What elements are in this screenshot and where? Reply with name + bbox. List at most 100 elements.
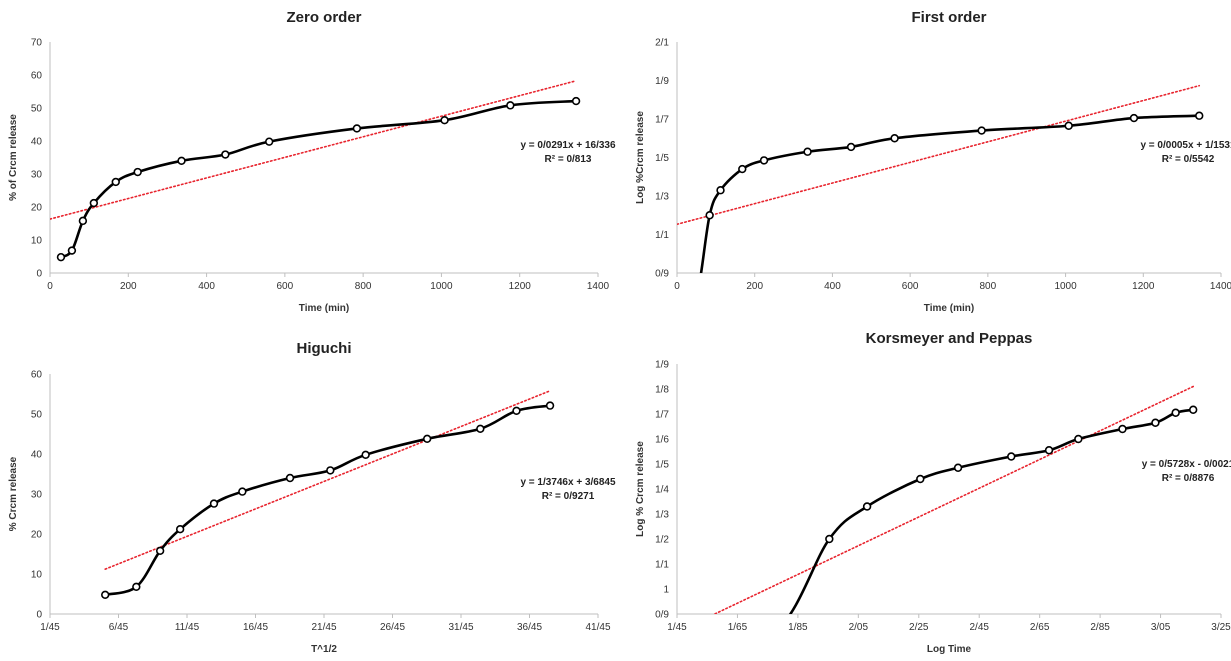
x-tick-label: 1000 <box>430 281 453 292</box>
data-point <box>89 198 99 208</box>
y-axis-label: Log %Crcm release <box>635 111 646 204</box>
x-tick-label: 31/45 <box>448 622 473 633</box>
data-series-line <box>60 99 577 259</box>
x-tick-label: 1/65 <box>728 622 748 633</box>
data-point <box>1007 452 1016 461</box>
x-tick-label: 1400 <box>1210 281 1231 292</box>
data-point <box>846 142 856 152</box>
data-point <box>759 156 769 165</box>
x-axis-label: Log Time <box>927 644 972 655</box>
y-tick-label: 1/9 <box>655 360 669 371</box>
trend-equation: y = 0/0005x + 1/1531 <box>1140 140 1231 151</box>
data-point <box>209 499 219 508</box>
data-point <box>101 590 110 599</box>
data-point <box>716 186 725 195</box>
y-tick-label: 70 <box>31 38 43 49</box>
x-tick-label: 16/45 <box>243 622 268 633</box>
y-tick-label: 2/1 <box>655 38 669 49</box>
data-series-line <box>104 404 551 597</box>
data-point <box>177 156 186 166</box>
x-tick-label: 0 <box>47 281 53 292</box>
data-point <box>916 474 925 484</box>
data-point <box>56 252 66 262</box>
data-point <box>352 124 362 133</box>
data-point <box>1118 424 1127 434</box>
data-point <box>111 177 120 187</box>
x-tick-label: 2/65 <box>1030 622 1050 633</box>
y-tick-label: 60 <box>31 71 43 82</box>
y-tick-label: 1/6 <box>655 435 669 446</box>
data-point <box>1195 111 1204 120</box>
chart-title: Zero order <box>286 9 361 26</box>
data-point <box>155 546 165 555</box>
x-tick-label: 800 <box>980 281 997 292</box>
data-point <box>1044 446 1054 455</box>
data-point <box>265 137 274 146</box>
y-tick-label: 1/7 <box>655 115 669 126</box>
y-tick-label: 10 <box>31 570 43 581</box>
data-point <box>175 524 185 534</box>
y-tick-label: 1/5 <box>655 153 669 164</box>
y-tick-label: 30 <box>31 170 43 181</box>
y-tick-label: 0/9 <box>655 610 669 621</box>
y-tick-label: 1/8 <box>655 385 669 396</box>
data-point <box>803 147 812 156</box>
y-tick-label: 1/3 <box>655 510 669 521</box>
y-tick-label: 50 <box>31 410 43 421</box>
x-tick-label: 3/25 <box>1211 622 1231 633</box>
trendline <box>104 389 551 570</box>
trendline <box>677 84 1201 226</box>
data-point <box>890 134 899 143</box>
data-point <box>1171 408 1180 417</box>
x-tick-label: 800 <box>355 281 372 292</box>
data-series-line <box>788 408 1194 614</box>
data-point <box>862 502 872 511</box>
x-axis-label: Time (min) <box>299 303 349 314</box>
y-tick-label: 1/5 <box>655 460 669 471</box>
data-point <box>361 450 370 459</box>
x-tick-label: 2/25 <box>909 622 929 633</box>
data-point <box>1188 405 1198 414</box>
data-point <box>440 116 449 125</box>
y-tick-label: 1/2 <box>655 535 669 546</box>
x-tick-label: 3/05 <box>1151 622 1171 633</box>
data-point <box>512 406 521 415</box>
data-point <box>133 167 142 177</box>
x-tick-label: 1000 <box>1054 281 1077 292</box>
y-tick-label: 10 <box>31 236 43 247</box>
x-tick-label: 400 <box>824 281 841 292</box>
chart-panel-1: First order 0 200 400 600 800 1000 1200 1400 0/9 1… <box>635 9 1231 314</box>
y-tick-label: 1/7 <box>655 410 669 421</box>
y-tick-label: 1 <box>663 585 669 596</box>
y-tick-label: 30 <box>31 490 43 501</box>
y-axis-label: % of Crcm release <box>8 114 19 201</box>
x-tick-label: 6/45 <box>109 622 129 633</box>
x-tick-label: 1/45 <box>40 622 60 633</box>
y-tick-label: 40 <box>31 450 43 461</box>
y-tick-label: 1/9 <box>655 76 669 87</box>
x-tick-label: 11/45 <box>175 622 200 633</box>
chart-title: Higuchi <box>297 340 352 357</box>
x-tick-label: 600 <box>902 281 919 292</box>
data-point <box>545 401 555 410</box>
data-point <box>285 473 295 483</box>
data-point <box>132 582 141 591</box>
data-point <box>571 96 581 106</box>
data-series-line <box>699 114 1200 273</box>
y-tick-label: 0 <box>36 610 42 621</box>
trend-equation: y = 1/3746x + 3/6845 <box>520 477 616 488</box>
data-point <box>78 216 88 226</box>
y-axis-label: % Crcm release <box>8 456 19 531</box>
data-point <box>1074 434 1083 444</box>
x-tick-label: 2/45 <box>969 622 989 633</box>
x-tick-label: 1200 <box>509 281 532 292</box>
chart-panel-3: Korsmeyer and Peppas 1/45 1/65 1/85 2/05 2/25… <box>635 330 1231 655</box>
y-tick-label: 0/9 <box>655 269 669 280</box>
data-point <box>221 150 230 159</box>
data-point <box>1151 418 1160 427</box>
data-point <box>238 487 247 496</box>
x-axis-label: Time (min) <box>924 303 974 314</box>
x-tick-label: 0 <box>674 281 680 292</box>
data-point <box>506 101 515 110</box>
y-tick-label: 40 <box>31 137 43 148</box>
